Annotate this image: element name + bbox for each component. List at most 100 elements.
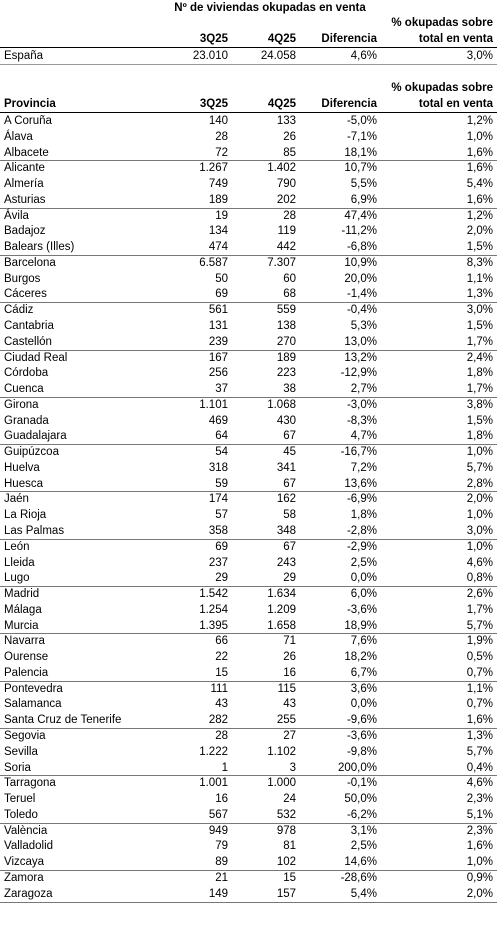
cell: 67 [283, 477, 296, 490]
cell: -0,4% [346, 304, 377, 317]
cell: 223 [276, 367, 296, 380]
cell: 13,6% [344, 477, 377, 490]
cell: 13,2% [344, 351, 377, 364]
cell: 0,0% [350, 572, 377, 585]
province-name: Ávila [4, 209, 29, 222]
cell: 5,3% [350, 320, 377, 332]
rule [0, 302, 497, 303]
cell: 2,0% [466, 493, 493, 506]
rule [0, 255, 497, 256]
rule [0, 728, 497, 729]
province-name: Albacete [4, 146, 49, 159]
cell: 1.658 [267, 619, 296, 632]
cell: 978 [276, 824, 296, 837]
cell: 237 [208, 556, 228, 569]
cell: 18,1% [344, 146, 377, 159]
cell: 1.402 [267, 162, 296, 175]
header-label: 3Q25 [199, 33, 228, 45]
cell: 57 [215, 509, 228, 522]
cell: 532 [276, 808, 296, 821]
cell: 29 [283, 572, 296, 585]
cell: 1,1% [466, 272, 493, 285]
cell: 270 [276, 335, 296, 348]
cell: -16,7% [340, 446, 377, 459]
cell: 26 [283, 130, 296, 143]
province-name: Navarra [4, 635, 45, 648]
province-name: Guadalajara [4, 430, 67, 443]
cell: 69 [215, 540, 228, 553]
cell: -2,8% [346, 525, 377, 538]
province-name: Lleida [4, 556, 35, 569]
cell: 1,6% [466, 162, 493, 175]
cell: 174 [208, 493, 228, 506]
cell: 59 [215, 477, 228, 490]
cell: 3,1% [350, 824, 377, 837]
cell: 5,7% [466, 461, 493, 474]
cell: 749 [208, 178, 228, 191]
rule [0, 586, 497, 587]
cell: 3,0% [466, 525, 493, 538]
header-label: Provincia [4, 98, 56, 110]
cell: 18,2% [344, 651, 377, 664]
cell: 66 [215, 635, 228, 648]
cell: 149 [208, 887, 228, 900]
province-name: Salamanca [4, 698, 62, 711]
cell: 27 [283, 730, 296, 743]
cell: 4,6% [466, 556, 493, 569]
cell: 1,8% [466, 367, 493, 380]
cell: 4,6% [466, 777, 493, 790]
cell: -0,1% [346, 777, 377, 790]
cell: 72 [215, 146, 228, 159]
cell: 71 [283, 635, 296, 648]
rule [0, 444, 497, 445]
cell: 1,5% [466, 241, 493, 254]
cell: 239 [208, 335, 228, 348]
cell: 1.634 [267, 588, 296, 601]
cell: 115 [277, 682, 296, 695]
cell: 358 [208, 525, 228, 538]
cell: 23.010 [192, 50, 228, 62]
cell: 0,7% [466, 698, 493, 711]
cell: 561 [208, 304, 228, 317]
cell: 22 [215, 651, 228, 664]
cell: 89 [215, 856, 228, 869]
cell: -8,3% [346, 414, 377, 427]
cell: 5,4% [350, 887, 377, 900]
cell: 1,0% [466, 856, 493, 869]
cell: 1,6% [466, 714, 493, 727]
cell: 6,9% [350, 193, 377, 206]
cell: 1,8% [350, 509, 377, 522]
cell: 4,7% [350, 430, 377, 443]
province-name: Burgos [4, 272, 41, 285]
rule [0, 775, 497, 776]
cell: 50 [215, 272, 228, 285]
cell: 1.101 [199, 398, 228, 411]
cell: 4,6% [350, 50, 377, 62]
cell: 1,0% [466, 130, 493, 143]
cell: 0,8% [466, 572, 493, 585]
cell: 5,5% [350, 178, 377, 191]
cell: 1.209 [267, 603, 296, 616]
province-name: Zaragoza [4, 887, 53, 900]
cell: 0,5% [466, 651, 493, 664]
cell: 131 [208, 320, 228, 332]
cell: 6,0% [350, 588, 377, 601]
cell: 2,3% [466, 793, 493, 806]
cell: 200,0% [337, 761, 377, 774]
province-name: Soria [4, 761, 31, 774]
cell: 318 [208, 461, 228, 474]
cell: 341 [276, 461, 296, 474]
cell: 14,6% [344, 856, 377, 869]
cell: 6.587 [199, 256, 228, 269]
cell: 202 [276, 193, 296, 206]
cell: 1,5% [466, 320, 493, 332]
cell: 0,4% [466, 761, 493, 774]
cell: 2,3% [466, 824, 493, 837]
cell: -2,9% [346, 540, 377, 553]
province-name: Toledo [4, 808, 38, 821]
rule [0, 350, 497, 351]
cell: 119 [277, 225, 296, 238]
cell: 348 [276, 525, 296, 538]
cell: 1.001 [199, 777, 228, 790]
province-name: Huesca [4, 477, 43, 490]
